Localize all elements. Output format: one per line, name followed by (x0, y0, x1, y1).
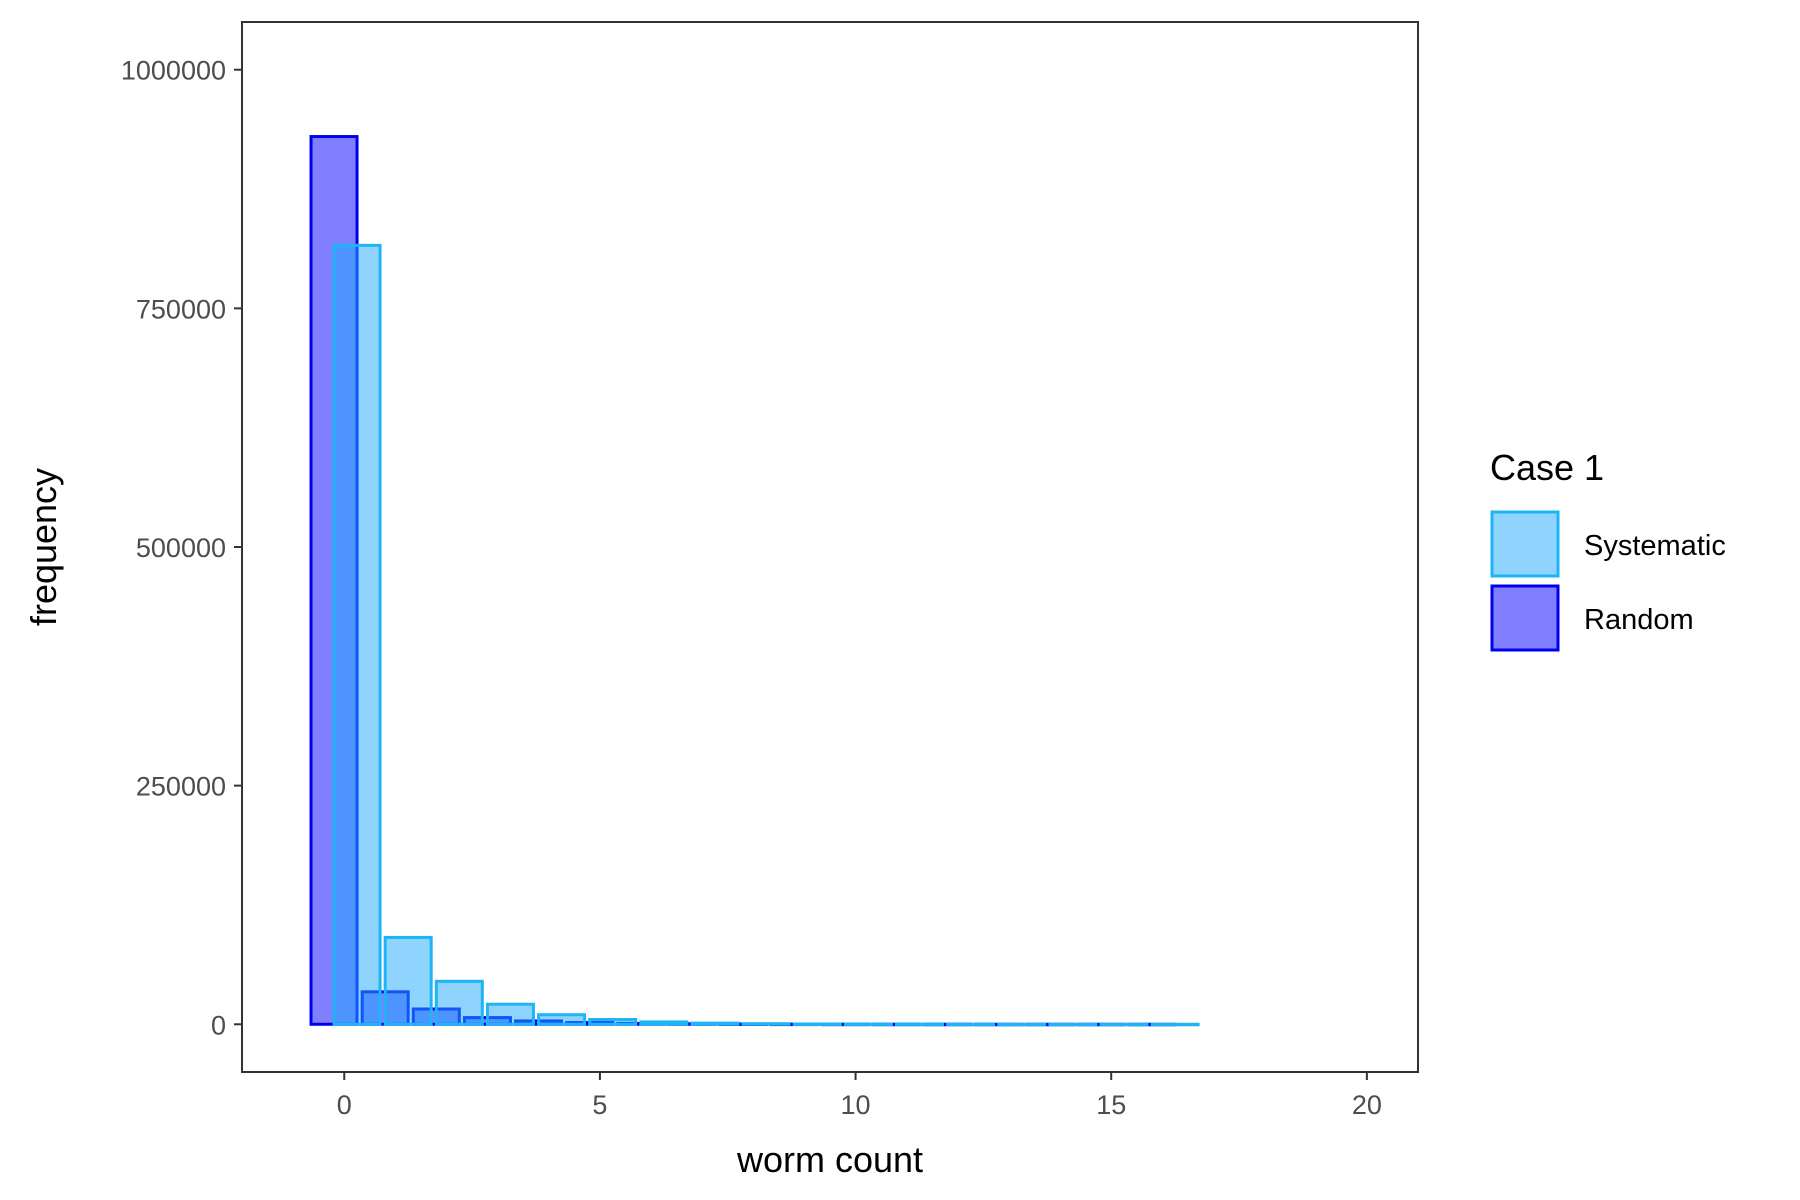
legend-key-random (1490, 584, 1560, 652)
legend-key-systematic (1490, 510, 1560, 578)
bar-systematic-5 (588, 1018, 638, 1026)
bar-systematic-2 (434, 979, 484, 1026)
bar-systematic-15 (1099, 1022, 1149, 1027)
bar-systematic-4 (537, 1013, 587, 1026)
bar-systematic-0 (332, 243, 382, 1026)
bar-systematic-13 (997, 1022, 1047, 1027)
x-tick-label: 10 (841, 1090, 871, 1120)
x-tick-label: 20 (1352, 1090, 1382, 1120)
bar-systematic-6 (639, 1020, 689, 1026)
y-tick-label: 1000000 (121, 56, 226, 86)
bar-systematic-11 (894, 1022, 944, 1027)
plot-panel-border (241, 21, 1419, 1073)
y-tick-label: 0 (211, 1010, 226, 1040)
y-axis-title: frequency (23, 468, 64, 626)
bar-systematic-7 (690, 1021, 740, 1026)
legend-title: Case 1 (1490, 447, 1604, 488)
axes-layer: 0 250000 500000 750000 1000000 0 5 10 15 20 (121, 56, 1382, 1120)
bar-systematic-8 (741, 1022, 791, 1026)
bars-layer (309, 135, 1200, 1027)
bar-systematic-14 (1048, 1022, 1098, 1027)
bar-systematic-12 (946, 1022, 996, 1027)
y-tick-label: 250000 (136, 772, 226, 802)
legend: Case 1 Systematic Random (1490, 447, 1726, 652)
legend-label-systematic: Systematic (1584, 530, 1726, 562)
y-tick-label: 750000 (136, 294, 226, 324)
y-tick-label: 500000 (136, 533, 226, 563)
bar-systematic-10 (843, 1022, 893, 1027)
x-tick-label: 15 (1096, 1090, 1126, 1120)
bar-systematic-1 (383, 935, 433, 1026)
x-tick-label: 0 (337, 1090, 352, 1120)
x-axis-title: worm count (736, 1139, 923, 1180)
bar-systematic-3 (485, 1002, 535, 1026)
legend-label-random: Random (1584, 604, 1694, 636)
x-tick-label: 5 (592, 1090, 607, 1120)
bar-systematic-16 (1150, 1022, 1200, 1027)
